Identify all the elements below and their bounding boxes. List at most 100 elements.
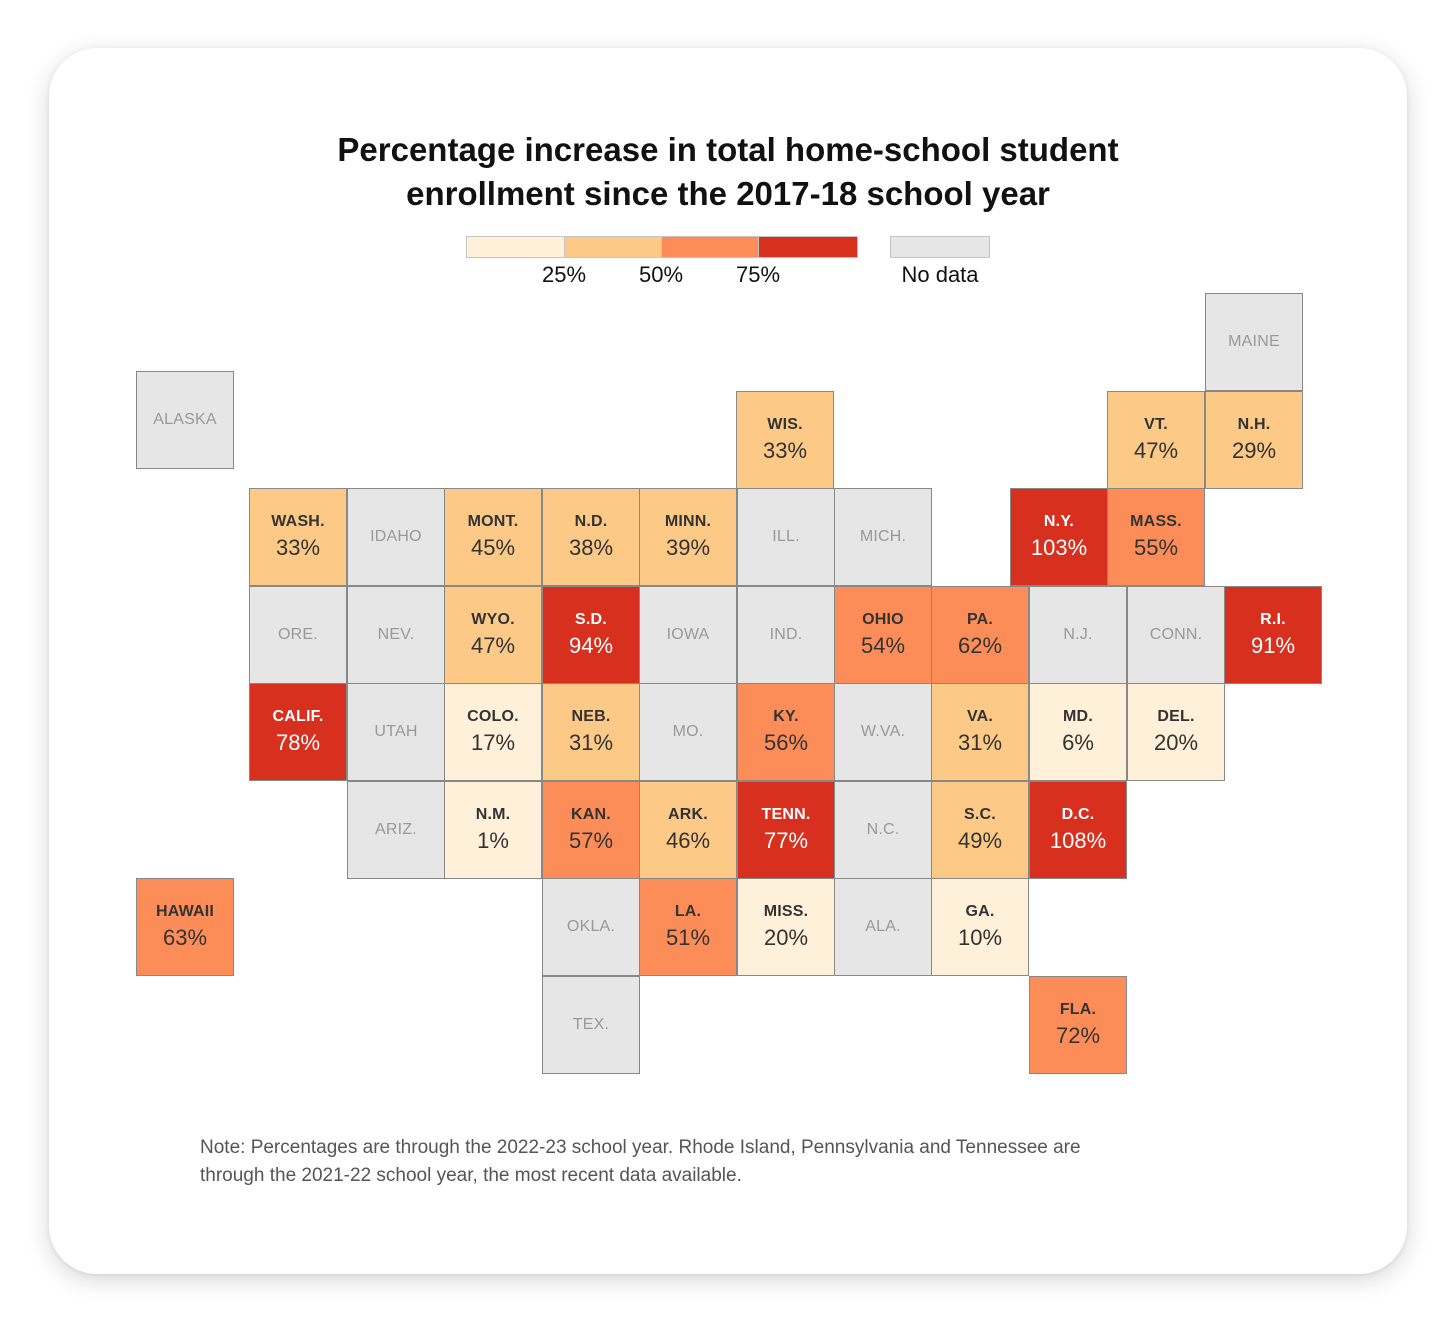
state-percentage: 33% — [762, 438, 808, 463]
state-tile-idaho: IDAHO — [347, 488, 445, 586]
state-tile-ga: GA. 10% — [931, 878, 1029, 976]
state-abbr: ALA. — [865, 918, 901, 935]
state-abbr: VA. — [966, 708, 994, 725]
state-tile-utah: UTAH — [347, 683, 445, 781]
state-tile-ohio: OHIO 54% — [834, 586, 932, 684]
state-tile-w-va: W.VA. — [834, 683, 932, 781]
state-percentage: 10% — [957, 925, 1003, 950]
state-abbr: N.J. — [1063, 626, 1093, 643]
state-abbr: S.D. — [575, 611, 607, 628]
state-tile-n-y: N.Y. 103% — [1010, 488, 1108, 586]
state-abbr: R.I. — [1260, 611, 1286, 628]
state-percentage: 1% — [477, 828, 509, 853]
chart-title-line-2: enrollment since the 2017-18 school year — [406, 175, 1050, 212]
state-abbr: IND. — [769, 626, 803, 643]
state-percentage: 108% — [1049, 828, 1107, 853]
chart-note: Note: Percentages are through the 2022-2… — [200, 1134, 1240, 1190]
state-percentage: 62% — [957, 633, 1003, 658]
state-tile-mass: MASS. 55% — [1107, 488, 1205, 586]
state-tile-wis: WIS. 33% — [736, 391, 834, 489]
legend-label-75: 75% — [735, 262, 781, 287]
state-tile-calif: CALIF. 78% — [249, 683, 347, 781]
state-abbr: MO. — [672, 723, 704, 740]
state-abbr: MINN. — [664, 513, 712, 530]
state-percentage: 46% — [665, 828, 711, 853]
state-abbr: IOWA — [666, 626, 710, 643]
state-tile-nev: NEV. — [347, 586, 445, 684]
state-abbr: ARIZ. — [375, 821, 417, 838]
state-percentage: 78% — [275, 730, 321, 755]
state-tile-minn: MINN. 39% — [639, 488, 737, 586]
state-tile-wyo: WYO. 47% — [444, 586, 542, 684]
state-tile-n-j: N.J. — [1029, 586, 1127, 684]
state-percentage: 72% — [1055, 1023, 1101, 1048]
state-abbr: UTAH — [374, 723, 418, 740]
state-percentage: 77% — [763, 828, 809, 853]
state-abbr: MISS. — [763, 903, 809, 920]
state-percentage: 45% — [470, 535, 516, 560]
state-abbr: WIS. — [767, 416, 803, 433]
state-percentage: 47% — [470, 633, 516, 658]
state-tile-r-i: R.I. 91% — [1224, 586, 1322, 684]
state-tile-colo: COLO. 17% — [444, 683, 542, 781]
chart-title: Percentage increase in total home-school… — [0, 128, 1456, 216]
state-abbr: KAN. — [571, 806, 611, 823]
state-tile-wash: WASH. 33% — [249, 488, 347, 586]
state-percentage: 51% — [665, 925, 711, 950]
state-abbr: ILL. — [772, 528, 800, 545]
legend-swatch-bin-2 — [564, 236, 662, 258]
state-percentage: 57% — [568, 828, 614, 853]
state-abbr: TEX. — [572, 1016, 610, 1033]
state-tile-hawaii: HAWAII 63% — [136, 878, 234, 976]
state-tile-mo: MO. — [639, 683, 737, 781]
state-percentage: 55% — [1133, 535, 1179, 560]
state-abbr: GA. — [965, 903, 995, 920]
state-tile-va: VA. 31% — [931, 683, 1029, 781]
state-tile-ala: ALA. — [834, 878, 932, 976]
state-tile-neb: NEB. 31% — [542, 683, 640, 781]
state-percentage: 54% — [860, 633, 906, 658]
state-abbr: ARK. — [668, 806, 708, 823]
state-tile-miss: MISS. 20% — [737, 878, 835, 976]
state-tile-ore: ORE. — [249, 586, 347, 684]
state-abbr: VT. — [1144, 416, 1168, 433]
state-percentage: 17% — [470, 730, 516, 755]
state-abbr: MD. — [1063, 708, 1093, 725]
legend-label-50: 50% — [638, 262, 684, 287]
state-tile-ariz: ARIZ. — [347, 781, 445, 879]
state-abbr: CONN. — [1149, 626, 1203, 643]
chart-note-line-2: through the 2021-22 school year, the mos… — [200, 1165, 742, 1186]
state-abbr: OKLA. — [566, 918, 616, 935]
state-abbr: IDAHO — [370, 528, 422, 545]
legend-label-no-data: No data — [901, 262, 979, 287]
state-tile-tex: TEX. — [542, 976, 640, 1074]
state-abbr: MICH. — [859, 528, 907, 545]
state-tile-vt: VT. 47% — [1107, 391, 1205, 489]
state-abbr: COLO. — [467, 708, 519, 725]
state-abbr: MASS. — [1130, 513, 1182, 530]
state-abbr: NEV. — [377, 626, 415, 643]
state-percentage: 29% — [1231, 438, 1277, 463]
state-abbr: NEB. — [571, 708, 611, 725]
legend-swatch-bin-3 — [661, 236, 759, 258]
state-tile-okla: OKLA. — [542, 878, 640, 976]
state-percentage: 39% — [665, 535, 711, 560]
state-abbr: W.VA. — [860, 723, 906, 740]
state-tile-iowa: IOWA — [639, 586, 737, 684]
state-abbr: KY. — [773, 708, 799, 725]
state-abbr: N.H. — [1237, 416, 1271, 433]
state-abbr: S.C. — [964, 806, 996, 823]
state-abbr: WASH. — [271, 513, 325, 530]
state-abbr: MONT. — [467, 513, 519, 530]
legend-label-25: 25% — [541, 262, 587, 287]
state-tile-kan: KAN. 57% — [542, 781, 640, 879]
state-tile-mont: MONT. 45% — [444, 488, 542, 586]
state-tile-d-c: D.C. 108% — [1029, 781, 1127, 879]
state-percentage: 20% — [763, 925, 809, 950]
state-tile-del: DEL. 20% — [1127, 683, 1225, 781]
state-percentage: 20% — [1153, 730, 1199, 755]
state-tile-ky: KY. 56% — [737, 683, 835, 781]
state-tile-ind: IND. — [737, 586, 835, 684]
state-abbr: ALASKA — [153, 411, 217, 428]
state-tile-ark: ARK. 46% — [639, 781, 737, 879]
